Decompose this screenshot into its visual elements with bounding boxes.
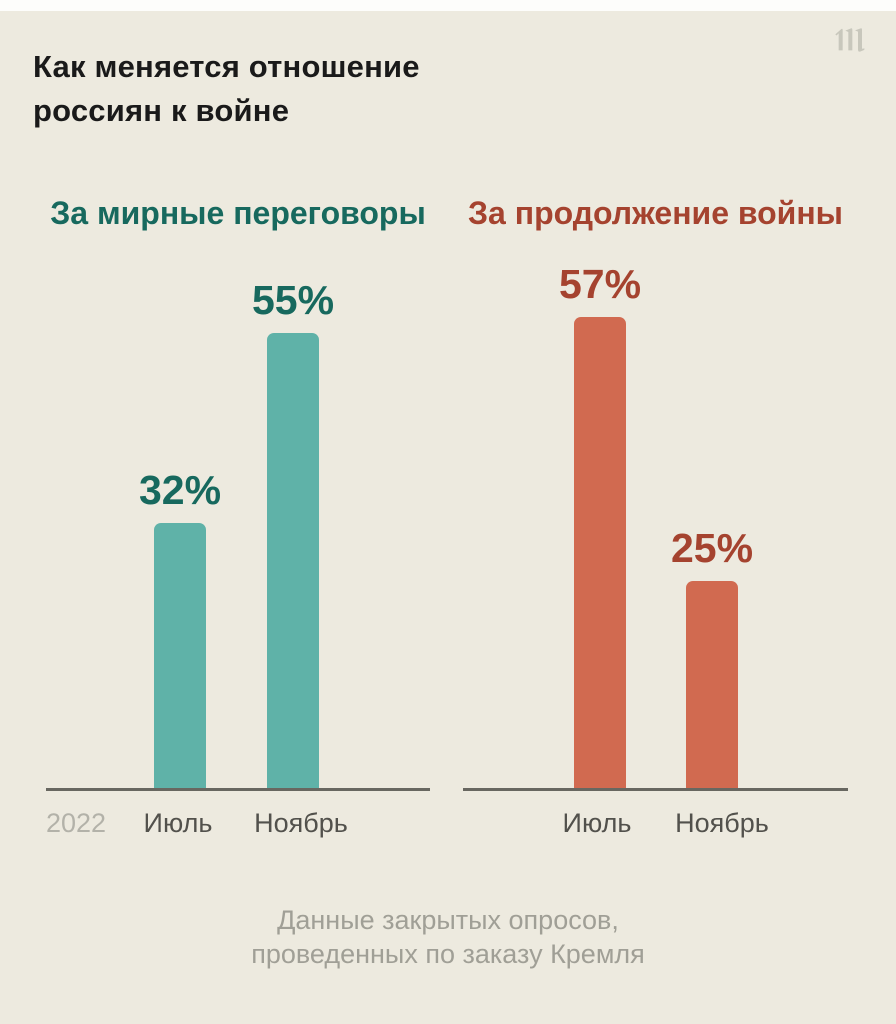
- bar-rect-war-november: [686, 581, 738, 788]
- bar-war-july: 57%: [559, 264, 641, 788]
- bar-rect-peace-november: [267, 333, 319, 788]
- bar-peace-july: 32%: [139, 470, 221, 788]
- x-tick-peace-november: Ноябрь: [254, 808, 348, 838]
- top-white-strip: [0, 0, 896, 11]
- page-title: Как меняется отношение россиян к войне: [33, 48, 420, 128]
- value-label-war-november: 25%: [670, 525, 754, 571]
- x-tick-war-july: Июль: [562, 808, 632, 838]
- chart-title-war: За продолжение войны: [468, 194, 843, 231]
- meduza-m-logo-icon: [830, 20, 870, 60]
- bar-peace-november: 55%: [252, 280, 334, 788]
- x-tick-peace-july: Июль: [143, 808, 213, 838]
- value-label-peace-july: 32%: [138, 467, 222, 513]
- chart-title-peace: За мирные переговоры: [50, 194, 426, 231]
- year-label: 2022: [46, 808, 107, 838]
- x-axis-peace: [46, 788, 430, 791]
- bar-war-november: 25%: [671, 528, 753, 788]
- value-label-peace-november: 55%: [251, 277, 335, 323]
- bar-rect-war-july: [574, 317, 626, 788]
- x-tick-war-november: Ноябрь: [675, 808, 769, 838]
- bar-rect-peace-july: [154, 523, 206, 788]
- source-note: Данные закрытых опросов, проведенных по …: [251, 905, 645, 969]
- x-axis-war: [463, 788, 848, 791]
- value-label-war-july: 57%: [558, 261, 642, 307]
